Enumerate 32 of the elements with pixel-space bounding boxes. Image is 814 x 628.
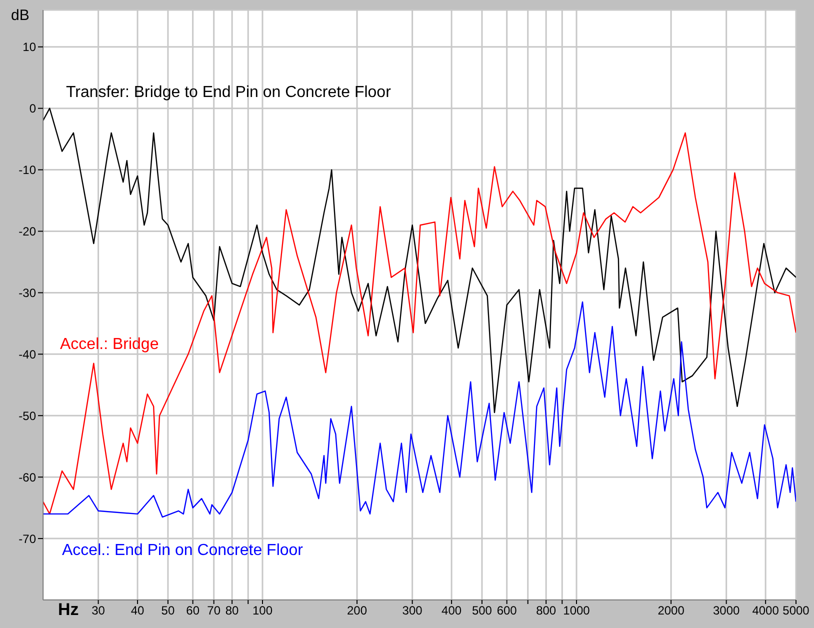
y-tick-label: -50 (18, 408, 36, 423)
x-tick-label: 2000 (658, 604, 685, 618)
x-tick-label: 100 (252, 604, 273, 618)
y-tick-label: -30 (18, 286, 36, 300)
x-tick-label: 200 (347, 604, 368, 618)
y-tick-label: -10 (18, 163, 36, 178)
x-axis-title: Hz (58, 600, 79, 620)
x-tick-label: 5000 (782, 604, 810, 618)
series-label: Accel.: End Pin on Concrete Floor (62, 542, 304, 560)
x-tick-label: 800 (536, 604, 556, 618)
x-tick-label: 500 (472, 604, 492, 618)
x-tick-label: 70 (207, 604, 221, 618)
x-tick-label: 30 (92, 604, 106, 618)
series-label: Transfer: Bridge to End Pin on Concrete Floor (66, 84, 391, 102)
y-tick-label: 0 (29, 102, 36, 116)
y-tick-label: -20 (18, 224, 36, 239)
series-label: Accel.: Bridge (60, 336, 159, 354)
y-tick-label: -60 (18, 470, 36, 484)
x-tick-label: 3000 (712, 604, 740, 618)
y-tick-label: -70 (18, 532, 36, 546)
x-tick-label: 400 (442, 604, 462, 618)
y-tick-label: -40 (18, 347, 36, 362)
y-tick-label: 10 (22, 40, 36, 54)
x-tick-label: 300 (402, 604, 423, 618)
x-tick-label: 600 (496, 604, 518, 618)
x-tick-label: 80 (225, 604, 240, 618)
x-tick-label: 40 (130, 604, 145, 618)
x-tick-label: 50 (161, 604, 175, 618)
y-axis-title: dB (11, 7, 30, 24)
x-tick-label: 1000 (563, 604, 590, 618)
x-tick-label: 4000 (752, 604, 780, 618)
x-tick-label: 60 (186, 604, 200, 618)
